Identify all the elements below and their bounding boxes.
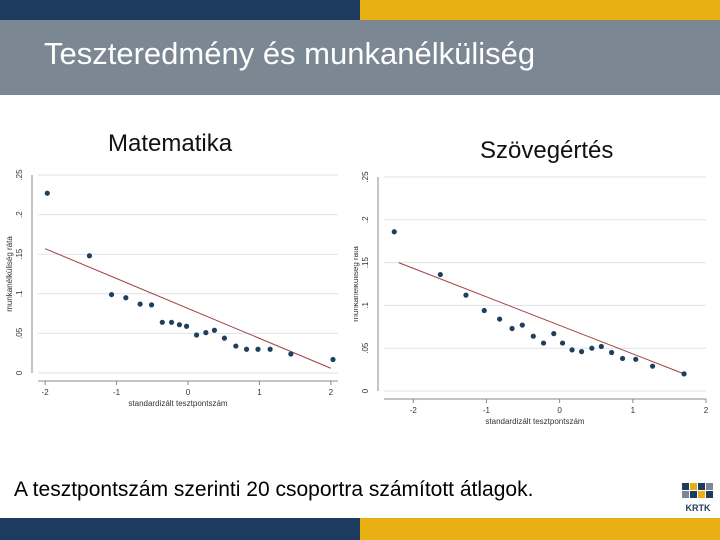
logo-block-2	[690, 483, 697, 490]
data-point	[211, 327, 218, 333]
data-point	[481, 307, 487, 314]
data-point	[168, 319, 175, 325]
data-point	[233, 343, 239, 349]
x-tick-label: -2	[410, 406, 418, 415]
y-tick-label: .15	[361, 256, 370, 268]
data-point	[559, 340, 566, 346]
reading-scatter-chart: 0 .05 .1 .15 .2 .25 -2 -1 0 1 2 standardizált teszt…	[354, 163, 718, 433]
data-point	[681, 371, 687, 377]
krtk-logo: KRTK	[682, 483, 713, 513]
data-point	[649, 363, 656, 369]
y-tick-label: .1	[361, 302, 370, 309]
y-axis-label: munkanélküliség ráta	[354, 246, 360, 322]
data-point	[108, 291, 115, 298]
logo-block-6	[690, 491, 697, 498]
logo-block-4	[706, 483, 713, 490]
top-bar-gold	[360, 0, 720, 20]
y-tick-label: .15	[15, 248, 24, 260]
y-tick-label: 0	[361, 388, 370, 393]
data-point	[148, 302, 155, 308]
x-tick-label: 1	[257, 388, 262, 397]
data-point	[243, 346, 250, 352]
data-point	[437, 271, 443, 278]
chart-background	[2, 163, 348, 433]
x-tick-label: -1	[483, 406, 491, 415]
y-tick-label: 0	[15, 370, 24, 375]
logo-block-8	[706, 491, 713, 498]
data-point	[176, 322, 183, 328]
x-axis-label: standardizált tesztpontszám	[128, 399, 227, 408]
x-tick-label: 2	[329, 388, 334, 397]
data-point	[86, 253, 93, 259]
data-point	[183, 323, 190, 329]
data-point	[519, 322, 525, 328]
slide-title: Teszteredmény és munkanélküliség	[44, 36, 536, 71]
data-point	[221, 335, 228, 341]
y-tick-label: .05	[15, 327, 24, 339]
top-bar-navy	[0, 0, 360, 20]
slide-caption: A tesztpontszám szerinti 20 csoportra sz…	[14, 478, 534, 501]
chart-label-reading: Szövegértés	[480, 137, 614, 164]
title-band	[0, 20, 720, 95]
x-axis-label: standardizált tesztpontszám	[485, 417, 584, 426]
data-point	[598, 343, 604, 350]
data-point	[569, 347, 575, 353]
y-tick-label: .25	[361, 171, 370, 183]
data-point	[330, 356, 336, 363]
data-point	[530, 333, 536, 339]
data-point	[267, 346, 273, 352]
math-scatter-chart: 0 .05 .1 .15 .2 .25 -2 -1 0 1 2 standardizált teszt…	[2, 163, 348, 433]
data-point	[44, 190, 50, 196]
y-axis-label: munkanélküliség ráta	[5, 236, 14, 312]
bottom-bar-navy	[0, 518, 360, 540]
chart-background	[354, 163, 718, 433]
bottom-bar-gold	[360, 518, 720, 540]
data-point	[193, 332, 200, 338]
chart-label-math: Matematika	[108, 130, 233, 157]
y-tick-label: .05	[361, 342, 370, 354]
data-point	[578, 349, 585, 355]
x-tick-label: -1	[113, 388, 121, 397]
y-tick-label: .1	[15, 290, 24, 297]
data-point	[619, 355, 626, 362]
fit-line	[44, 248, 332, 369]
data-point	[589, 345, 595, 351]
y-tick-label: .2	[15, 211, 24, 218]
y-tick-label: .25	[15, 169, 24, 181]
logo-text: KRTK	[686, 503, 711, 513]
data-point	[288, 351, 294, 357]
data-point	[608, 349, 615, 356]
x-tick-label: 0	[557, 406, 562, 415]
data-point	[203, 330, 209, 336]
data-point	[551, 331, 557, 337]
x-tick-label: 2	[704, 406, 709, 415]
fit-line	[398, 262, 685, 375]
x-tick-label: 0	[186, 388, 191, 397]
logo-block-5	[682, 491, 689, 498]
data-point	[540, 340, 547, 346]
logo-block-7	[698, 491, 705, 498]
data-point	[497, 316, 503, 322]
data-point	[137, 301, 143, 307]
logo-block-3	[698, 483, 705, 490]
data-point	[123, 295, 129, 301]
data-point	[391, 229, 397, 235]
data-point	[159, 319, 165, 325]
logo-block-1	[682, 483, 689, 490]
y-tick-label: .2	[361, 216, 370, 223]
data-point	[255, 346, 261, 352]
x-tick-label: -2	[42, 388, 50, 397]
data-point	[633, 356, 639, 362]
x-tick-label: 1	[631, 406, 636, 415]
data-point	[509, 325, 515, 332]
data-point	[463, 292, 469, 298]
